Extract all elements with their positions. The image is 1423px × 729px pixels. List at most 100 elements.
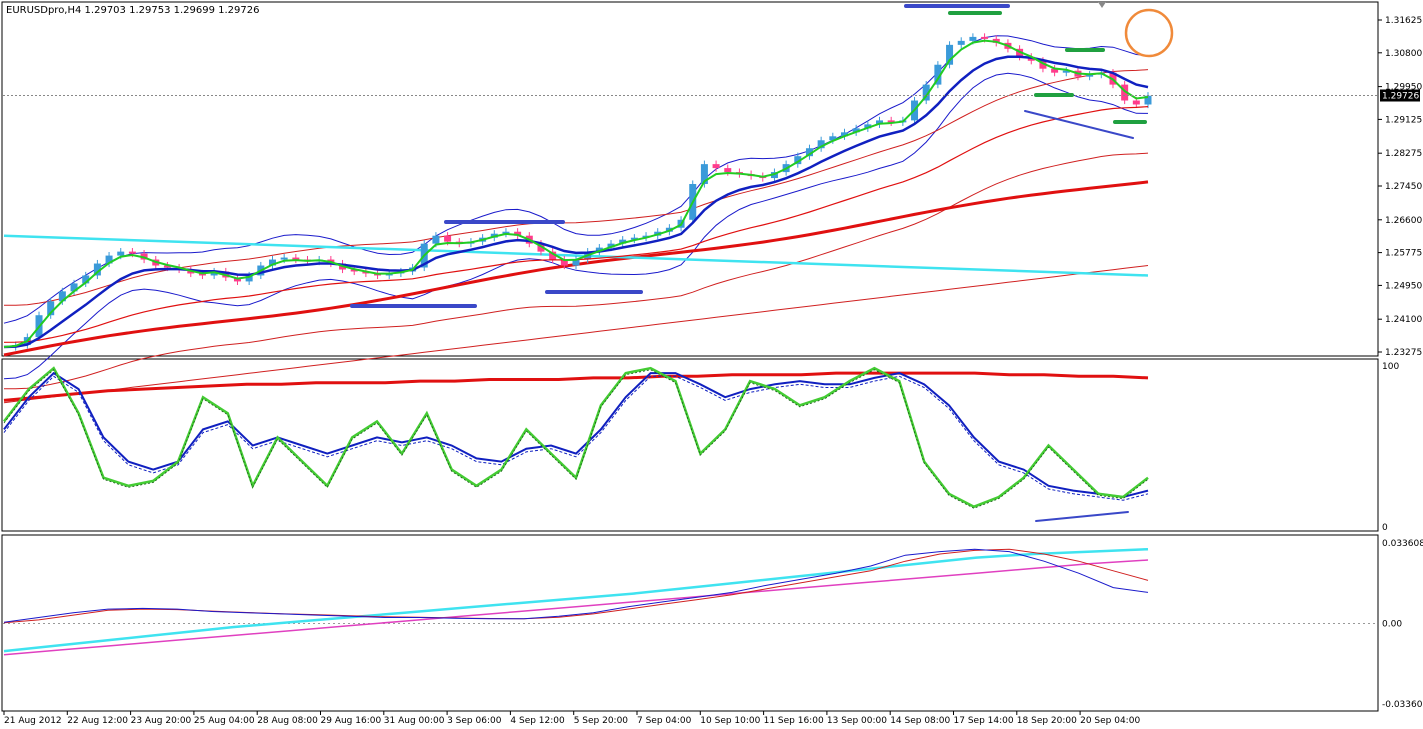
- candle-body: [864, 124, 872, 129]
- price-tick-label: 1.23275: [1385, 348, 1422, 358]
- candle-body: [619, 239, 627, 244]
- price-tick-label: 1.25775: [1385, 249, 1422, 259]
- envelope-lower: [3, 152, 1149, 390]
- highlight-circle: [1124, 8, 1174, 58]
- divergence-line-price: [1024, 110, 1134, 139]
- time-tick-label: 23 Aug 20:00: [131, 716, 192, 726]
- time-tick-label: 21 Aug 2012: [4, 716, 62, 726]
- stoch-k-line: [3, 366, 1149, 509]
- time-tick-label: 25 Aug 04:00: [194, 716, 255, 726]
- candle-body: [1086, 74, 1094, 77]
- candle-body: [198, 273, 206, 276]
- time-tick-label: 3 Sep 06:00: [447, 716, 502, 726]
- time-tick-label: 4 Sep 12:00: [510, 716, 565, 726]
- macd-tick-label: 0.033608: [1382, 539, 1423, 549]
- candle-body: [840, 132, 848, 137]
- long-envelope-line: [3, 265, 1149, 404]
- price-pane[interactable]: [1, 1, 1379, 357]
- candle-body: [1121, 84, 1129, 101]
- candle-body: [817, 140, 825, 149]
- price-tick-label: 1.26600: [1385, 216, 1422, 226]
- stochastic-pane[interactable]: [1, 358, 1379, 532]
- price-tick-label: 1.24950: [1385, 281, 1422, 291]
- time-tick-label: 17 Sep 14:00: [954, 716, 1014, 726]
- candle-body: [128, 251, 136, 254]
- envelope-upper: [3, 69, 1149, 306]
- time-tick-label: 18 Sep 20:00: [1017, 716, 1077, 726]
- price-tick-label: 1.29950: [1385, 83, 1422, 93]
- candle-body: [969, 36, 977, 41]
- macd-pane[interactable]: [1, 534, 1379, 712]
- price-tick-label: 1.31625: [1385, 16, 1422, 26]
- candle-body: [1062, 70, 1070, 73]
- stoch-tick-label: 100: [1382, 362, 1399, 372]
- candle-body: [946, 44, 954, 65]
- candle-body: [595, 247, 603, 252]
- macd-tick-label: 0.00: [1382, 620, 1402, 630]
- candle-body: [105, 255, 113, 264]
- candle-body: [794, 156, 802, 165]
- candle-body: [887, 120, 895, 123]
- candle-body: [922, 84, 930, 101]
- candle-body: [700, 164, 708, 185]
- candle-body: [210, 271, 218, 276]
- ema-blue-line: [3, 55, 1149, 349]
- time-tick-label: 7 Sep 04:00: [637, 716, 692, 726]
- candle-body: [444, 235, 452, 242]
- candle-body: [82, 275, 90, 284]
- candle-body: [350, 269, 358, 272]
- symbol-header: EURUSDpro,H4 1.29703 1.29753 1.29699 1.2…: [6, 5, 260, 16]
- current-price-badge: [1380, 89, 1420, 102]
- candle-body: [957, 40, 965, 45]
- stoch-signal-dashed: [3, 375, 1149, 501]
- candle-body: [852, 128, 860, 133]
- candle-body: [245, 275, 253, 282]
- candle-body: [724, 168, 732, 173]
- chart-shift-marker: [1098, 2, 1106, 8]
- annotations: [350, 2, 1174, 522]
- candle-body: [163, 265, 171, 268]
- stoch-tick-label: 0: [1382, 523, 1388, 533]
- candle-body: [829, 136, 837, 141]
- candle-body: [502, 231, 510, 234]
- time-tick-label: 28 Aug 08:00: [257, 716, 318, 726]
- stoch-long-line: [3, 371, 1149, 402]
- current-price-label: 1.29726: [1382, 92, 1419, 102]
- ema-green-line: [3, 39, 1149, 348]
- macd-tick-label: -0.03360: [1382, 700, 1423, 710]
- trendline: [3, 234, 1149, 277]
- bollinger-lower: [3, 72, 1149, 380]
- candle-body: [514, 231, 522, 236]
- price-plot: [3, 33, 1378, 404]
- time-tick-label: 22 Aug 12:00: [67, 716, 128, 726]
- price-tick-label: 1.24100: [1385, 315, 1422, 325]
- candle-body: [93, 263, 101, 276]
- time-tick-label: 11 Sep 16:00: [764, 716, 824, 726]
- candle-body: [981, 36, 989, 39]
- macd-main-line: [3, 548, 1149, 623]
- candle-body: [280, 257, 288, 260]
- candle-body: [117, 251, 125, 256]
- axes: 1.31625 1.30800 1.29950 1.29125 1.28275 1.274…: [3, 16, 1423, 726]
- candle-body: [537, 243, 545, 252]
- candle-body: [805, 148, 813, 157]
- macd-long-signal-line: [3, 559, 1149, 656]
- candle-body: [712, 164, 720, 169]
- time-tick-label: 10 Sep 10:00: [700, 716, 760, 726]
- price-tick-label: 1.28275: [1385, 149, 1422, 159]
- macd-long-line: [3, 547, 1149, 653]
- stoch-k-dashed: [3, 369, 1149, 509]
- time-tick-label: 31 Aug 00:00: [384, 716, 445, 726]
- candle-body: [47, 301, 55, 316]
- price-tick-label: 1.30800: [1385, 49, 1422, 59]
- macd-plot: [3, 547, 1378, 656]
- time-tick-label: 13 Sep 00:00: [827, 716, 887, 726]
- price-tick-label: 1.27450: [1385, 182, 1422, 192]
- candle-body: [1144, 95, 1152, 105]
- candle-body: [70, 283, 78, 292]
- candle-body: [876, 120, 884, 125]
- candle-body: [1132, 100, 1140, 105]
- time-tick-label: 5 Sep 20:00: [574, 716, 629, 726]
- candle-body: [292, 257, 300, 260]
